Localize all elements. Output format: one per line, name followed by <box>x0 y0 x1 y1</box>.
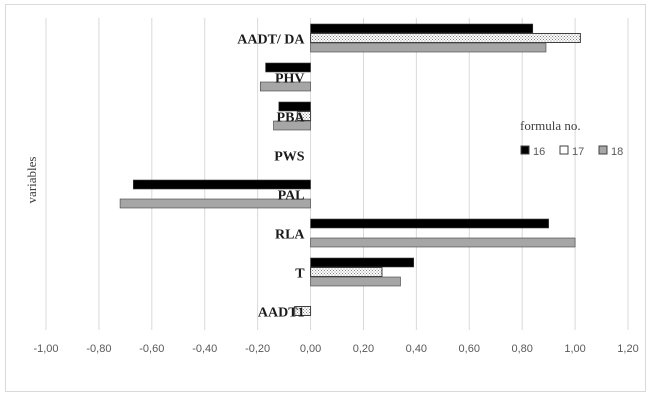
legend-title: formula no. <box>520 118 581 133</box>
bar-pal-16 <box>133 179 311 190</box>
bar-rla-18 <box>310 237 576 248</box>
x-tick-label: -1,00 <box>33 343 58 355</box>
x-tick-label: -0,20 <box>245 343 270 355</box>
bar-pba-17 <box>296 111 312 121</box>
bar-rla-16 <box>310 218 549 229</box>
bar-aadt1-17 <box>294 306 312 316</box>
legend-label-18: 18 <box>611 146 623 158</box>
x-tick-label: 0,40 <box>406 343 427 355</box>
bar-phv-16 <box>265 62 311 73</box>
x-tick-label: -0,80 <box>86 343 111 355</box>
category-label: AADT1 <box>258 305 305 320</box>
category-label: PBA <box>277 110 306 125</box>
legend-label-17: 17 <box>572 146 584 158</box>
legend-swatch-17 <box>559 145 569 155</box>
bar-t-18 <box>310 276 401 287</box>
legend: formula no. 16 17 18 <box>520 118 623 158</box>
category-labels: AADT/ DA PHV PBA PWS PAL RLA T AADT1 <box>237 32 305 320</box>
x-tick-label: 0,20 <box>353 343 374 355</box>
chart-frame <box>5 4 646 392</box>
legend-swatch-18 <box>598 145 608 155</box>
bar-pal-18 <box>119 198 311 209</box>
category-label: T <box>295 266 305 281</box>
bar-aadt-da-17 <box>310 33 581 43</box>
category-label: RLA <box>275 227 305 242</box>
x-tick-label: 0,60 <box>459 343 480 355</box>
x-tick-label: -0,60 <box>139 343 164 355</box>
bar-pba-18 <box>273 120 311 131</box>
category-label: PHV <box>275 71 305 86</box>
bars <box>119 23 581 316</box>
x-tick-label: 0,80 <box>511 343 532 355</box>
x-tick-label: 1,20 <box>617 343 638 355</box>
x-tick-labels: -1,00 -0,80 -0,60 -0,40 -0,20 0,00 0,20 0,40 0,6… <box>33 343 638 355</box>
bar-phv-18 <box>259 81 311 92</box>
bar-aadt-da-16 <box>310 23 534 34</box>
x-tick-label: 0,00 <box>300 343 321 355</box>
bar-t-17 <box>310 267 383 277</box>
legend-swatch-16 <box>520 145 530 155</box>
x-tick-label: 1,00 <box>564 343 585 355</box>
bar-pba-16 <box>278 101 311 112</box>
bar-t-16 <box>310 257 415 268</box>
legend-label-16: 16 <box>533 146 545 158</box>
category-label: PWS <box>274 149 305 164</box>
category-label: AADT/ DA <box>237 32 305 47</box>
bar-aadt-da-18 <box>310 42 547 53</box>
x-tick-label: -0,40 <box>192 343 217 355</box>
category-label: PAL <box>278 188 305 203</box>
y-axis-label: variables <box>24 157 39 204</box>
